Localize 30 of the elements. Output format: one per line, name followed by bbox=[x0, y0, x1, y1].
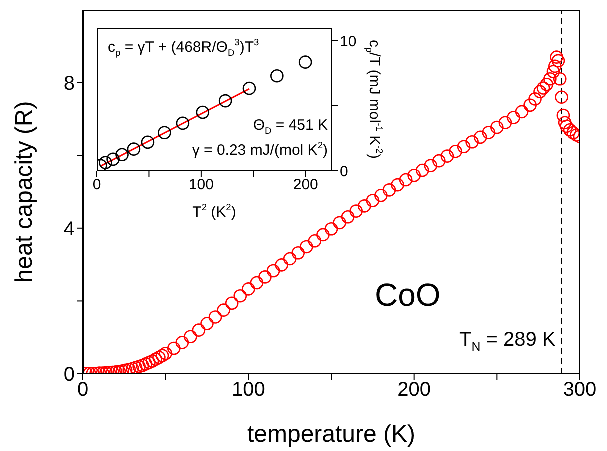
point bbox=[127, 142, 141, 156]
x-axis-title: temperature (K) bbox=[247, 421, 416, 448]
x-tick-label: 200 bbox=[293, 176, 318, 194]
annotation: γ = 0.23 mJ/(mol K$^{2}$) bbox=[192, 140, 328, 159]
x-tick-label: 300 bbox=[563, 379, 597, 402]
point bbox=[141, 136, 155, 150]
annotation: CoO bbox=[375, 277, 441, 313]
point bbox=[218, 94, 232, 108]
y-tick-label: 8 bbox=[64, 72, 75, 95]
annotation: c$_{p}$ = γT + (468R/Θ$_{D}$$^{3}$)T$^{3}$ bbox=[108, 38, 260, 58]
point bbox=[298, 56, 312, 69]
point bbox=[116, 148, 129, 162]
x-tick-label: 200 bbox=[398, 379, 432, 402]
point bbox=[196, 106, 210, 120]
x-axis-title: T$^{2}$ (K$^{2}$) bbox=[192, 202, 236, 221]
y-tick-label: 10 bbox=[340, 33, 357, 50]
point bbox=[158, 126, 172, 140]
annotation: Θ$_{D}$ = 451 K bbox=[253, 117, 328, 136]
ref-line-label: T$_{N}$ = 289 K bbox=[460, 329, 556, 354]
y-tick-label: 4 bbox=[64, 218, 75, 240]
y-tick-label: 0 bbox=[64, 364, 75, 386]
point bbox=[176, 116, 190, 130]
point bbox=[99, 156, 112, 170]
x-tick-label: 100 bbox=[188, 176, 214, 194]
point bbox=[106, 152, 120, 166]
x-tick-label: 100 bbox=[232, 379, 266, 402]
x-tick-label: 0 bbox=[92, 176, 102, 194]
y-axis-title: heat capacity (R) bbox=[11, 101, 38, 283]
point bbox=[242, 82, 256, 96]
point bbox=[270, 69, 284, 83]
